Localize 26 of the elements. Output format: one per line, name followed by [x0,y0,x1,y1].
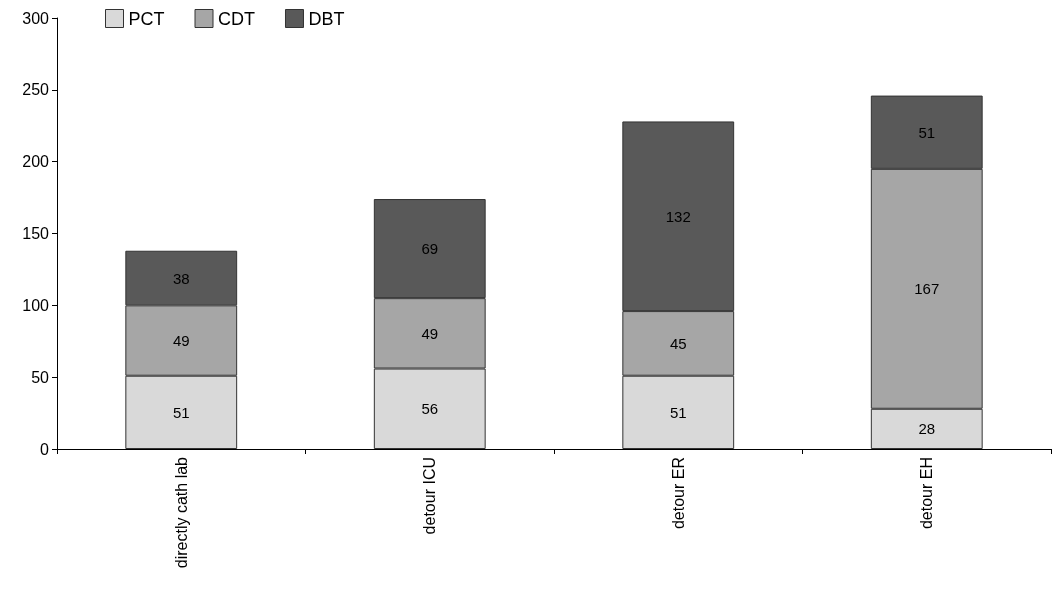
x-tick-label: detour EH [918,457,936,530]
y-tick-label: 0 [40,440,50,458]
data-label: 28 [918,420,936,438]
x-tick-label: directly cath lab [172,456,190,569]
y-tick-label: 300 [22,9,50,27]
legend-label: PCT [128,8,165,29]
data-label: 167 [914,280,940,298]
y-tick-label: 250 [22,81,50,99]
data-label: 45 [669,334,687,352]
data-label: 69 [421,240,439,258]
data-label: 51 [669,403,687,421]
data-label: 56 [421,400,439,418]
data-label: 51 [918,123,936,141]
data-label: 38 [172,269,190,287]
x-tick-label: detour ICU [421,457,439,535]
y-tick-label: 200 [22,153,50,171]
y-tick-label: 50 [31,368,50,386]
y-tick-label: 150 [22,225,50,242]
x-tick-label: detour ER [669,457,687,530]
data-label: 132 [665,207,691,225]
legend-label: DBT [308,8,345,29]
y-tick-label: 100 [22,296,50,314]
data-label: 51 [172,403,190,421]
legend-label: CDT [218,8,255,29]
data-label: 49 [172,332,190,350]
data-label: 49 [421,324,439,342]
